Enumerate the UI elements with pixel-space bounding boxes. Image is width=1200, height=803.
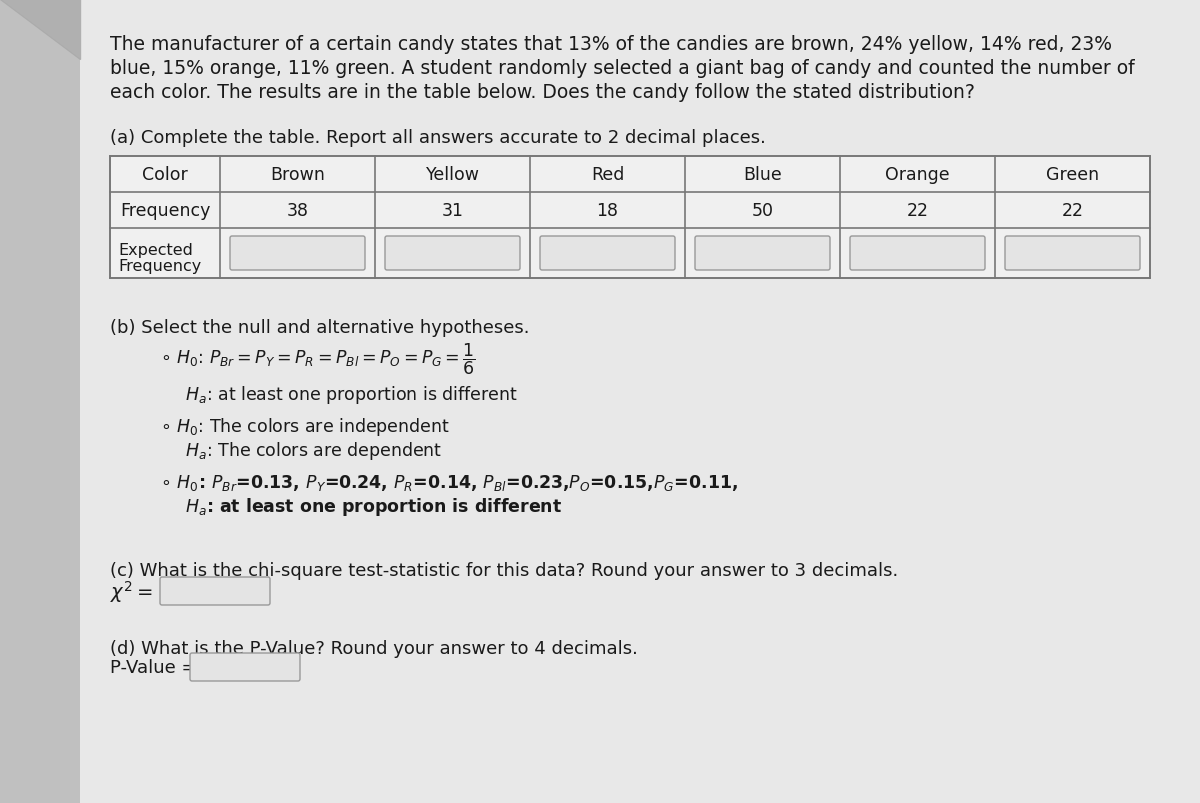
Text: blue, 15% orange, 11% green. A student randomly selected a giant bag of candy an: blue, 15% orange, 11% green. A student r…	[110, 59, 1135, 78]
Text: $\chi^2 =$: $\chi^2 =$	[110, 578, 152, 604]
Text: Expected: Expected	[118, 243, 193, 258]
Text: each color. The results are in the table below. Does the candy follow the stated: each color. The results are in the table…	[110, 83, 974, 102]
Text: Yellow: Yellow	[426, 165, 480, 184]
Text: Blue: Blue	[743, 165, 782, 184]
Text: 38: 38	[287, 202, 308, 220]
Text: The manufacturer of a certain candy states that 13% of the candies are brown, 24: The manufacturer of a certain candy stat…	[110, 35, 1112, 54]
Text: (a) Complete the table. Report all answers accurate to 2 decimal places.: (a) Complete the table. Report all answe…	[110, 128, 766, 147]
FancyBboxPatch shape	[190, 653, 300, 681]
Bar	[110, 157, 1150, 279]
Text: Frequency: Frequency	[120, 202, 210, 220]
Text: $H_a$: at least one proportion is different: $H_a$: at least one proportion is differ…	[185, 384, 517, 406]
Text: (d) What is the P-Value? Round your answer to 4 decimals.: (d) What is the P-Value? Round your answ…	[110, 639, 638, 657]
Text: 50: 50	[751, 202, 774, 220]
Text: (b) Select the null and alternative hypotheses.: (b) Select the null and alternative hypo…	[110, 319, 529, 336]
Text: 22: 22	[1062, 202, 1084, 220]
Text: Frequency: Frequency	[118, 259, 202, 274]
Text: 31: 31	[442, 202, 463, 220]
Text: $H_a$: at least one proportion is different: $H_a$: at least one proportion is differ…	[185, 495, 562, 517]
Text: Color: Color	[142, 165, 188, 184]
Text: $\circ$ $H_0$: $P_{Br}$=0.13, $P_Y$=0.24, $P_R$=0.14, $P_{Bl}$=0.23,$P_O$=0.15,$: $\circ$ $H_0$: $P_{Br}$=0.13, $P_Y$=0.24…	[160, 472, 738, 492]
Text: $\circ$ $H_0$: The colors are independent: $\circ$ $H_0$: The colors are independen…	[160, 415, 450, 438]
Text: 18: 18	[596, 202, 618, 220]
Text: Green: Green	[1046, 165, 1099, 184]
Text: 22: 22	[906, 202, 929, 220]
FancyBboxPatch shape	[695, 237, 830, 271]
FancyBboxPatch shape	[230, 237, 365, 271]
Text: $\circ$ $H_0$: $P_{Br} = P_Y = P_R = P_{Bl} = P_O = P_G = \dfrac{1}{6}$: $\circ$ $H_0$: $P_{Br} = P_Y = P_R = P_{…	[160, 340, 476, 377]
Text: Red: Red	[590, 165, 624, 184]
FancyBboxPatch shape	[1006, 237, 1140, 271]
Text: (c) What is the chi-square test-statistic for this data? Round your answer to 3 : (c) What is the chi-square test-statisti…	[110, 561, 899, 579]
Polygon shape	[0, 0, 80, 60]
Text: Brown: Brown	[270, 165, 325, 184]
Bar	[0, 0, 80, 803]
Text: Orange: Orange	[886, 165, 950, 184]
FancyBboxPatch shape	[160, 577, 270, 605]
Text: $H_a$: The colors are dependent: $H_a$: The colors are dependent	[185, 439, 442, 462]
FancyBboxPatch shape	[540, 237, 674, 271]
Text: P-Value =: P-Value =	[110, 658, 197, 676]
FancyBboxPatch shape	[850, 237, 985, 271]
FancyBboxPatch shape	[385, 237, 520, 271]
